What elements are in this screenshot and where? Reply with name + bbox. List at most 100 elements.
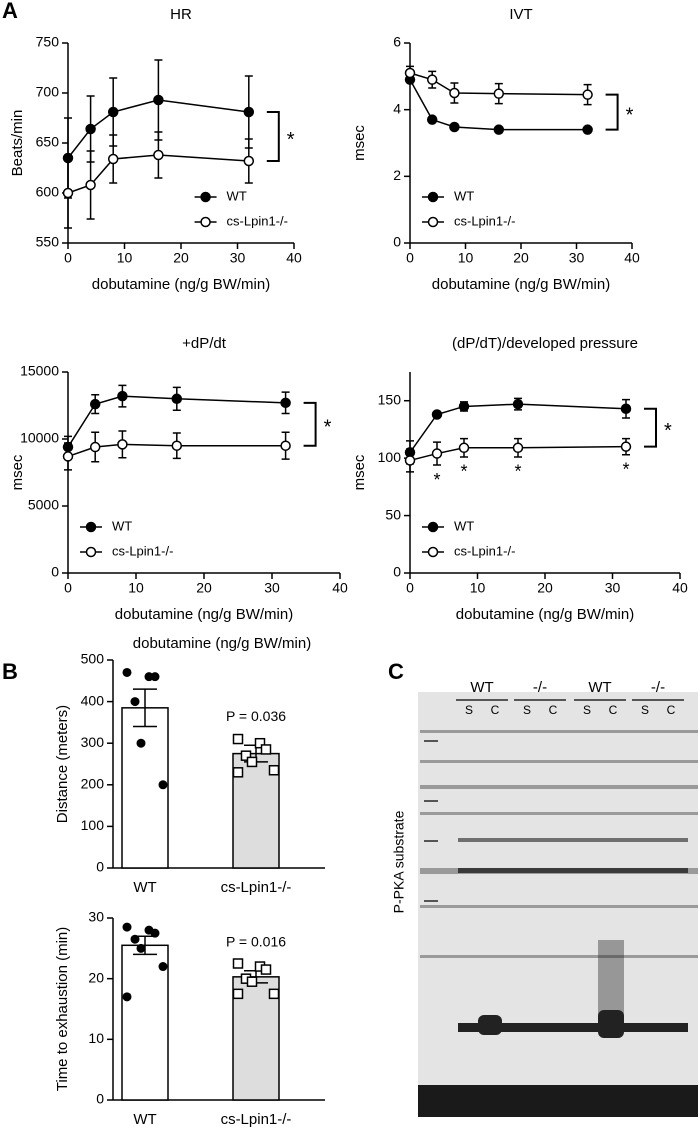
group-label: WT: [588, 679, 611, 696]
significance-label: *: [433, 470, 440, 490]
y-tick-label: 400: [81, 692, 105, 708]
data-point: [426, 114, 438, 125]
data-point: [280, 440, 291, 451]
chart-title: (dP/dT)/developed pressure: [452, 335, 638, 352]
data-point: [512, 398, 524, 410]
data-point: [122, 667, 132, 677]
y-tick-label: 300: [81, 734, 105, 750]
legend-label: WT: [454, 188, 474, 203]
chart-title: IVT: [509, 6, 532, 23]
data-point: [431, 448, 443, 459]
data-point: [449, 87, 460, 99]
data-point: [153, 94, 164, 106]
data-point: [260, 744, 272, 755]
data-point: [130, 697, 140, 707]
data-point: [268, 988, 280, 1000]
x-tick-label: 30: [264, 580, 280, 596]
data-point: [62, 187, 74, 199]
x-tick-label: 20: [196, 580, 212, 596]
y-tick-label: 30: [88, 909, 104, 925]
y-tick-label: 0: [393, 564, 401, 580]
x-tick-label: 0: [406, 580, 414, 596]
data-point: [243, 155, 255, 167]
significance-label: *: [324, 417, 332, 439]
x-axis-label: dobutamine (ng/g BW/min): [92, 276, 270, 293]
data-point: [426, 74, 438, 85]
y-tick-label: 0: [51, 564, 59, 580]
x-tick-label: 10: [458, 250, 474, 266]
data-point: [153, 149, 164, 161]
data-point: [171, 440, 183, 451]
y-tick-label: 10: [88, 1030, 104, 1046]
x-tick-label: 20: [513, 250, 529, 266]
y-tick-label: 0: [393, 234, 401, 250]
x-tick-label: 40: [332, 580, 348, 596]
x-tick-label: 10: [117, 250, 133, 266]
y-tick-label: 200: [81, 776, 105, 792]
x-tick-label: WT: [133, 1111, 156, 1128]
x-axis-label: dobutamine (ng/g BW/min): [115, 606, 293, 623]
x-axis-label: dobutamine (ng/g BW/min): [432, 276, 610, 293]
legend-label: cs-Lpin1-/-: [454, 213, 515, 228]
lane-label: C: [667, 703, 676, 717]
panel-label: A: [2, 0, 18, 23]
data-point: [117, 439, 128, 450]
y-tick-label: 50: [385, 506, 401, 522]
significance-bracket: [303, 401, 317, 447]
data-point: [232, 988, 244, 1000]
data-point: [620, 441, 632, 452]
bar: [121, 944, 169, 1101]
legend-marker: [85, 521, 97, 533]
y-axis-label: msec: [9, 454, 26, 490]
y-tick-label: 0: [96, 1091, 104, 1107]
significance-bracket: [644, 407, 657, 448]
significance-label: *: [287, 129, 295, 151]
data-point: [232, 733, 244, 745]
p-value: P = 0.016: [226, 933, 286, 949]
data-point: [232, 958, 244, 969]
data-point: [254, 737, 266, 749]
lane-label: S: [641, 703, 649, 717]
x-tick-label: 0: [406, 250, 414, 266]
data-point: [150, 672, 160, 682]
data-point: [158, 780, 168, 790]
data-point: [449, 121, 460, 133]
data-point: [158, 962, 168, 972]
blot-y-label: P-PKA substrate: [391, 810, 407, 913]
legend-label: cs-Lpin1-/-: [227, 213, 288, 228]
y-tick-label: 650: [36, 134, 60, 150]
data-point: [85, 123, 96, 135]
chart-title: dobutamine (ng/g BW/min): [133, 635, 311, 652]
error-bar: [133, 688, 157, 728]
x-tick-label: 40: [672, 580, 688, 596]
y-tick-label: 500: [81, 651, 105, 667]
data-point: [582, 89, 593, 100]
x-tick-label: 20: [537, 580, 553, 596]
x-tick-label: 10: [128, 580, 144, 596]
lane-label: S: [465, 703, 473, 717]
x-tick-label: 30: [605, 580, 621, 596]
significance-label: *: [626, 104, 634, 126]
significance-label: *: [664, 420, 672, 442]
chart-title: HR: [170, 6, 192, 23]
x-axis-label: dobutamine (ng/g BW/min): [456, 606, 634, 623]
blot-image: [418, 692, 698, 1117]
y-tick-label: 4: [393, 100, 401, 116]
legend-marker: [200, 191, 211, 203]
significance-label: *: [460, 462, 467, 482]
data-point: [246, 976, 258, 987]
y-axis-label: Distance (meters): [54, 705, 71, 823]
y-axis-label: msec: [351, 454, 368, 490]
data-point: [493, 124, 505, 135]
data-point: [232, 767, 244, 778]
data-point: [246, 756, 258, 768]
lane-label: C: [491, 703, 500, 717]
data-point: [240, 750, 252, 761]
x-tick-label: 20: [173, 250, 189, 266]
y-tick-label: 6: [393, 34, 401, 50]
lane-label: C: [609, 703, 618, 717]
chart-title: +dP/dt: [182, 335, 227, 352]
data-point: [107, 153, 119, 165]
y-tick-label: 150: [378, 391, 402, 407]
